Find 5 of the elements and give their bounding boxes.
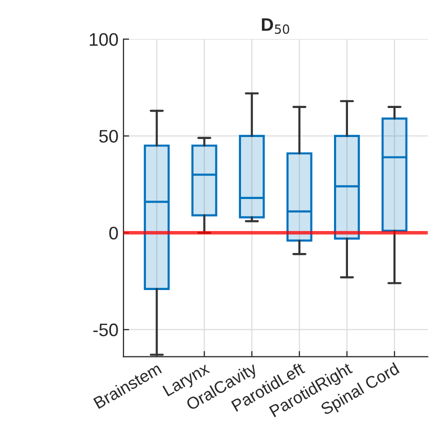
y-tick-label: 0 (109, 226, 118, 240)
y-tick-label: -50 (93, 324, 118, 336)
y-tick-label: 100 (90, 33, 118, 46)
chart-title: D$_{50}$ (262, 18, 290, 34)
y-tick-label: 50 (99, 130, 118, 143)
